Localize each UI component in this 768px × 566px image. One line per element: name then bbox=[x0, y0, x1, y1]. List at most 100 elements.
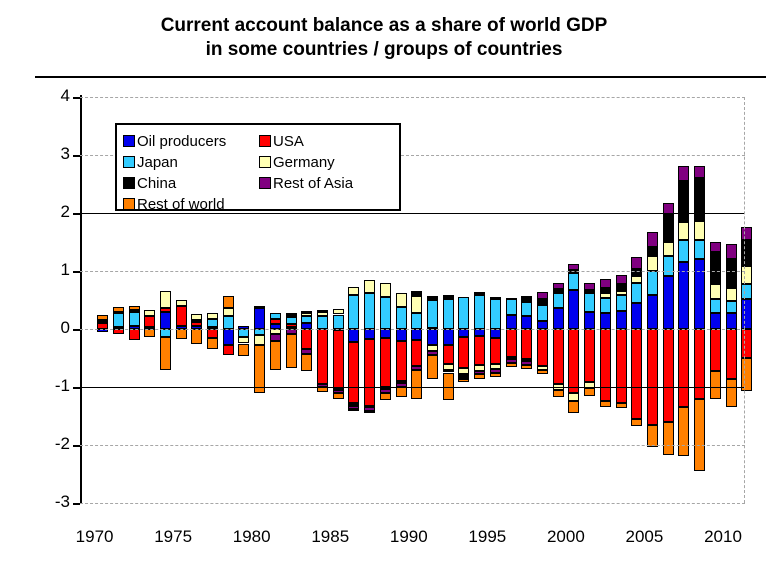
bar-segment-2009-germany bbox=[709, 284, 721, 300]
bar-segment-2001-oil-producers bbox=[584, 311, 596, 329]
bar-segment-2009-usa bbox=[709, 329, 721, 371]
bar-segment-2004-japan bbox=[631, 282, 643, 303]
bar-segment-1970-germany bbox=[97, 319, 109, 322]
bar-segment-2007-japan bbox=[678, 240, 690, 263]
bar-segment-1985-china bbox=[332, 388, 344, 391]
bar-segment-1999-oil-producers bbox=[552, 308, 564, 329]
bar-segment-1999-rest-of-asia bbox=[552, 283, 564, 289]
bar-segment-2004-usa bbox=[631, 329, 643, 420]
bar-segment-2000-usa bbox=[568, 329, 580, 393]
bar-segment-1991-germany bbox=[427, 345, 438, 352]
gridline-y--3 bbox=[80, 503, 745, 504]
bar-segment-1993-usa bbox=[458, 336, 470, 368]
bar-segment-1991-china bbox=[427, 295, 438, 300]
bar-segment-2008-oil-producers bbox=[694, 258, 706, 329]
y-tick-4 bbox=[73, 97, 80, 99]
bar-segment-2009-rest-of-asia bbox=[709, 242, 721, 253]
bar-segment-1997-rest-of-world bbox=[521, 364, 533, 369]
bar-segment-2001-usa bbox=[584, 329, 596, 383]
legend-swatch-usa bbox=[259, 135, 271, 147]
bar-segment-2010-usa bbox=[725, 329, 737, 379]
gridline-y--2 bbox=[80, 445, 745, 446]
legend-label-china: China bbox=[137, 174, 177, 192]
bar-segment-2000-japan bbox=[568, 273, 580, 290]
bar-segment-1992-germany bbox=[442, 363, 454, 370]
bar-segment-2011-japan bbox=[741, 284, 753, 300]
bar-segment-1996-rest-of-world bbox=[505, 363, 517, 367]
bar-segment-1979-oil-producers bbox=[238, 325, 250, 329]
bar-segment-2003-oil-producers bbox=[615, 311, 627, 329]
bar-segment-1985-rest-of-world bbox=[332, 392, 344, 399]
bar-segment-1992-rest-of-asia bbox=[442, 369, 454, 373]
gridline-y-2 bbox=[80, 213, 745, 214]
bar-segment-1977-germany bbox=[207, 313, 219, 319]
y-tick-3 bbox=[73, 155, 80, 157]
bar-segment-1989-china bbox=[395, 381, 407, 384]
bar-segment-1994-japan bbox=[474, 295, 486, 329]
bar-segment-1989-germany bbox=[395, 293, 407, 307]
bar-segment-1997-usa bbox=[521, 329, 533, 359]
bar-segment-1989-usa bbox=[395, 340, 407, 382]
bar-segment-1993-rest-of-world bbox=[458, 378, 470, 383]
x-axis-label-1985: 1985 bbox=[311, 527, 350, 546]
bar-segment-2009-china bbox=[709, 252, 721, 285]
bar-segment-2011-germany bbox=[741, 265, 753, 285]
bar-segment-1987-germany bbox=[364, 280, 376, 294]
bar-segment-1996-japan bbox=[505, 299, 517, 316]
bar-segment-2010-germany bbox=[725, 287, 737, 302]
bar-segment-1981-usa bbox=[269, 319, 281, 324]
bar-segment-1974-oil-producers bbox=[159, 311, 171, 329]
bar-segment-1998-rest-of-asia bbox=[536, 292, 548, 299]
legend-swatch-germany bbox=[259, 156, 271, 168]
bar-segment-1979-japan bbox=[238, 329, 250, 337]
bar-segment-1995-rest-of-world bbox=[489, 373, 501, 378]
bar-segment-1979-rest-of-world bbox=[238, 343, 250, 356]
bar-segment-2000-rest-of-world bbox=[568, 400, 580, 414]
bar-segment-2002-usa bbox=[599, 329, 611, 401]
bar-segment-2010-rest-of-asia bbox=[725, 244, 737, 260]
y-axis-label--1: -1 bbox=[54, 376, 70, 395]
bar-segment-1984-japan bbox=[317, 316, 329, 329]
bar-segment-1980-oil-producers bbox=[254, 308, 266, 329]
bar-segment-2006-japan bbox=[662, 255, 674, 277]
legend-label-japan: Japan bbox=[137, 153, 178, 171]
legend-label-germany: Germany bbox=[273, 153, 335, 171]
x-axis-label-1995: 1995 bbox=[468, 527, 507, 546]
bar-segment-1998-japan bbox=[536, 304, 548, 322]
bar-segment-2002-oil-producers bbox=[599, 313, 611, 329]
bar-segment-1996-oil-producers bbox=[505, 315, 517, 329]
bar-segment-2001-rest-of-world bbox=[584, 387, 596, 396]
bar-segment-2007-china bbox=[678, 181, 690, 222]
y-tick--3 bbox=[73, 503, 80, 505]
y-axis-label--3: -3 bbox=[54, 492, 70, 511]
bar-segment-2004-germany bbox=[631, 276, 643, 283]
bar-segment-1993-rest-of-asia bbox=[458, 376, 470, 379]
y-axis-label-3: 3 bbox=[60, 144, 70, 163]
bar-segment-1981-rest-of-world bbox=[269, 340, 281, 370]
bar-segment-2003-china bbox=[615, 284, 627, 291]
bar-segment-1990-oil-producers bbox=[411, 329, 423, 341]
legend-swatch-rest-of-asia bbox=[259, 177, 271, 189]
x-axis-label-1990: 1990 bbox=[389, 527, 428, 546]
bar-segment-1994-oil-producers bbox=[474, 329, 486, 336]
bar-segment-1976-usa bbox=[191, 322, 203, 326]
bar-segment-1973-usa bbox=[144, 316, 156, 327]
bar-segment-1985-germany bbox=[332, 309, 344, 315]
bar-segment-1983-germany bbox=[301, 313, 313, 317]
bar-segment-1983-japan bbox=[301, 316, 313, 324]
bar-segment-1976-oil-producers bbox=[191, 325, 203, 329]
chart-title: Current account balance as a share of wo… bbox=[0, 14, 768, 62]
legend-swatch-oil-producers bbox=[123, 135, 135, 147]
bar-segment-2004-rest-of-world bbox=[631, 419, 643, 426]
bar-segment-2005-germany bbox=[646, 255, 658, 271]
bar-segment-1994-germany bbox=[474, 364, 486, 371]
y-axis-label-4: 4 bbox=[60, 86, 70, 105]
bar-segment-1998-china bbox=[536, 298, 548, 305]
bar-segment-1975-usa bbox=[175, 305, 187, 327]
bar-segment-1976-germany bbox=[191, 313, 203, 320]
bar-segment-1992-usa bbox=[442, 345, 454, 364]
bar-segment-1987-japan bbox=[364, 293, 376, 329]
bar-segment-1982-rest-of-world bbox=[285, 333, 297, 369]
bar-segment-1997-rest-of-asia bbox=[521, 361, 533, 365]
bar-segment-2007-rest-of-asia bbox=[678, 166, 690, 182]
